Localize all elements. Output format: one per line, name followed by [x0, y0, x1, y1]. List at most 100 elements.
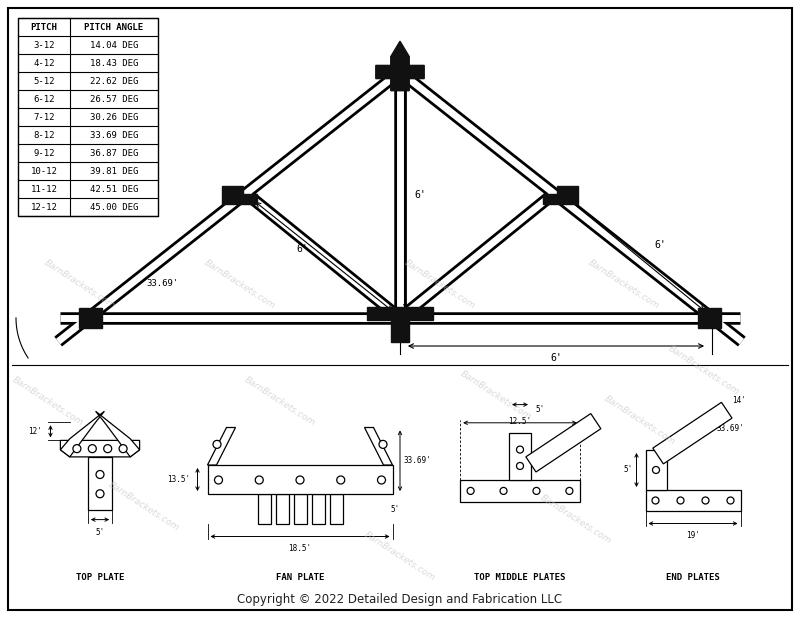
- Polygon shape: [88, 457, 112, 510]
- Circle shape: [296, 476, 304, 484]
- Circle shape: [517, 446, 523, 453]
- Polygon shape: [526, 413, 601, 472]
- Circle shape: [96, 470, 104, 478]
- Text: BarnBrackets.com: BarnBrackets.com: [243, 375, 317, 428]
- Text: 33.69 DEG: 33.69 DEG: [90, 130, 138, 140]
- Circle shape: [255, 476, 263, 484]
- Text: 12.5': 12.5': [509, 417, 531, 426]
- Text: PITCH: PITCH: [30, 22, 58, 32]
- Polygon shape: [207, 428, 235, 465]
- Text: BarnBrackets.com: BarnBrackets.com: [203, 258, 277, 311]
- Text: 6': 6': [550, 353, 562, 363]
- Circle shape: [727, 497, 734, 504]
- Polygon shape: [96, 411, 139, 457]
- Polygon shape: [509, 433, 531, 480]
- Polygon shape: [367, 307, 433, 342]
- Text: BarnBrackets.com: BarnBrackets.com: [539, 493, 613, 546]
- Text: BarnBrackets.com: BarnBrackets.com: [403, 258, 477, 311]
- Text: 13.5': 13.5': [167, 475, 190, 484]
- Text: 5-12: 5-12: [34, 77, 54, 85]
- Text: 12': 12': [28, 427, 42, 436]
- Text: BarnBrackets.com: BarnBrackets.com: [11, 375, 85, 428]
- Circle shape: [378, 476, 386, 484]
- Text: 18.43 DEG: 18.43 DEG: [90, 59, 138, 67]
- Circle shape: [73, 444, 81, 452]
- Polygon shape: [79, 308, 102, 328]
- Text: BarnBrackets.com: BarnBrackets.com: [43, 258, 117, 311]
- Circle shape: [566, 488, 573, 494]
- Text: 9-12: 9-12: [34, 148, 54, 158]
- Polygon shape: [646, 490, 741, 511]
- Text: 3-12: 3-12: [34, 41, 54, 49]
- Text: 18.5': 18.5': [289, 544, 311, 553]
- Polygon shape: [61, 441, 139, 457]
- Text: BarnBrackets.com: BarnBrackets.com: [603, 394, 677, 447]
- Polygon shape: [543, 186, 578, 204]
- Circle shape: [104, 444, 112, 452]
- Text: 19': 19': [686, 531, 700, 540]
- Text: 6': 6': [654, 240, 666, 250]
- Text: FAN PLATE: FAN PLATE: [276, 574, 324, 583]
- Polygon shape: [365, 428, 393, 465]
- Text: 14.04 DEG: 14.04 DEG: [90, 41, 138, 49]
- Polygon shape: [275, 494, 289, 524]
- Text: 5': 5': [390, 504, 399, 514]
- Circle shape: [533, 488, 540, 494]
- Circle shape: [96, 489, 104, 497]
- Polygon shape: [207, 465, 393, 494]
- Bar: [18, 18, 158, 216]
- Text: TOP PLATE: TOP PLATE: [76, 574, 124, 583]
- Circle shape: [500, 488, 507, 494]
- Text: 4-12: 4-12: [34, 59, 54, 67]
- Polygon shape: [653, 402, 732, 464]
- Text: 6-12: 6-12: [34, 95, 54, 103]
- Text: 45.00 DEG: 45.00 DEG: [90, 203, 138, 211]
- Circle shape: [119, 444, 127, 452]
- Text: 6': 6': [296, 243, 308, 253]
- Polygon shape: [222, 186, 257, 204]
- Text: BarnBrackets.com: BarnBrackets.com: [459, 369, 533, 422]
- Text: 33.69': 33.69': [717, 424, 745, 433]
- Polygon shape: [646, 450, 666, 490]
- Text: 12-12: 12-12: [30, 203, 58, 211]
- Text: 26.57 DEG: 26.57 DEG: [90, 95, 138, 103]
- Text: 14': 14': [732, 396, 746, 405]
- Text: 22.62 DEG: 22.62 DEG: [90, 77, 138, 85]
- Text: 10-12: 10-12: [30, 166, 58, 176]
- Text: 33.69': 33.69': [146, 279, 178, 287]
- Text: 5': 5': [95, 528, 105, 538]
- Text: BarnBrackets.com: BarnBrackets.com: [667, 344, 741, 397]
- Text: 5': 5': [535, 405, 544, 414]
- Text: END PLATES: END PLATES: [666, 574, 720, 583]
- Polygon shape: [698, 308, 721, 328]
- Text: 33.69': 33.69': [403, 456, 431, 465]
- Text: BarnBrackets.com: BarnBrackets.com: [107, 480, 181, 533]
- Text: 8-12: 8-12: [34, 130, 54, 140]
- Polygon shape: [61, 411, 104, 457]
- Text: 42.51 DEG: 42.51 DEG: [90, 185, 138, 193]
- Circle shape: [652, 497, 659, 504]
- Circle shape: [88, 444, 96, 452]
- Circle shape: [517, 462, 523, 470]
- Text: PITCH ANGLE: PITCH ANGLE: [85, 22, 143, 32]
- Text: BarnBrackets.com: BarnBrackets.com: [587, 258, 661, 311]
- Text: 11-12: 11-12: [30, 185, 58, 193]
- Circle shape: [379, 441, 387, 449]
- Text: BarnBrackets.com: BarnBrackets.com: [363, 530, 437, 583]
- Circle shape: [467, 488, 474, 494]
- Circle shape: [702, 497, 709, 504]
- Polygon shape: [258, 494, 270, 524]
- Text: 7-12: 7-12: [34, 112, 54, 122]
- Circle shape: [213, 441, 221, 449]
- Polygon shape: [294, 494, 306, 524]
- Text: 6': 6': [414, 190, 426, 200]
- Polygon shape: [460, 480, 580, 502]
- Circle shape: [337, 476, 345, 484]
- Polygon shape: [376, 41, 424, 91]
- Polygon shape: [311, 494, 325, 524]
- Polygon shape: [330, 494, 342, 524]
- Circle shape: [653, 467, 659, 473]
- Text: 39.81 DEG: 39.81 DEG: [90, 166, 138, 176]
- Circle shape: [214, 476, 222, 484]
- Text: 30.26 DEG: 30.26 DEG: [90, 112, 138, 122]
